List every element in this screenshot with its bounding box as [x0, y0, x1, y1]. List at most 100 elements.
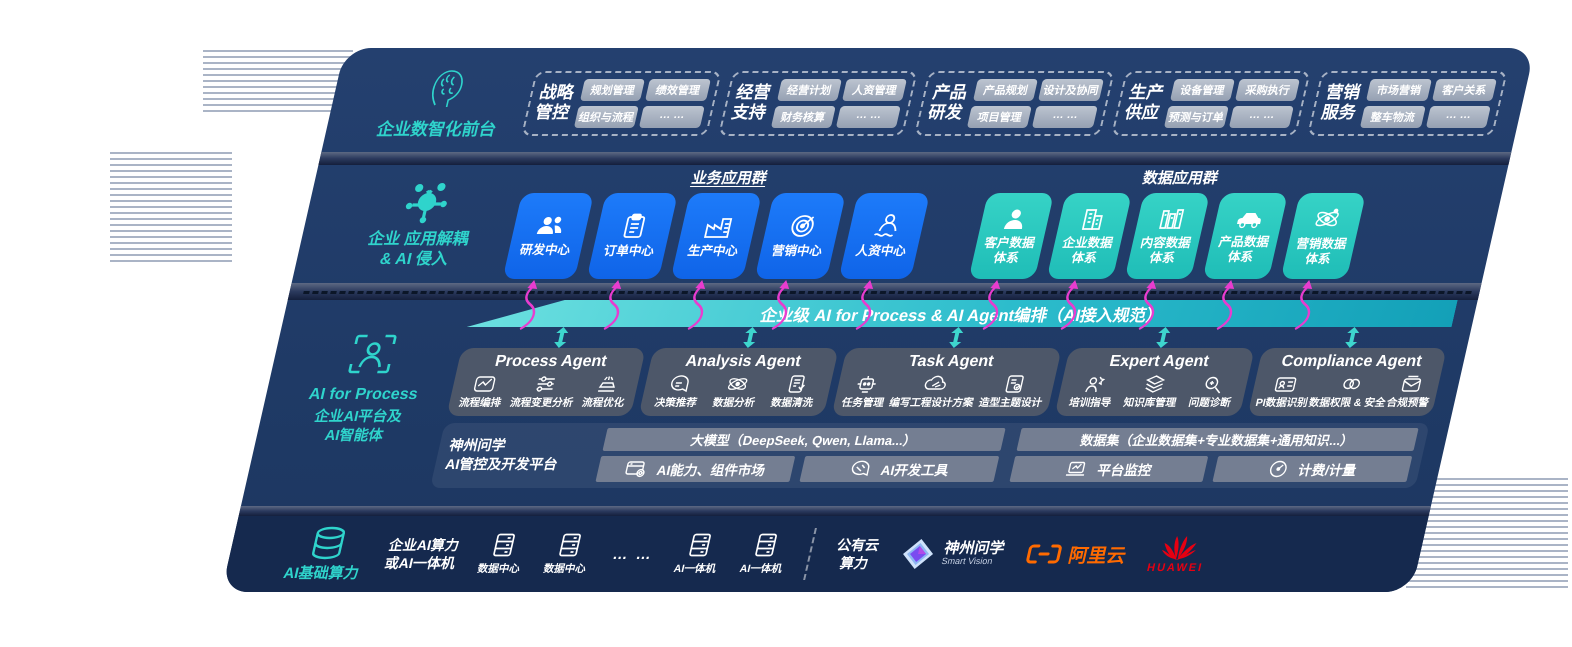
- person-frame-icon: [347, 334, 398, 374]
- agent-item-pi-recognition: PI数据识别: [1254, 374, 1314, 409]
- updown-arrow: [1255, 327, 1449, 348]
- updown-arrow: [1066, 327, 1260, 348]
- dashed-boundary-line: [303, 291, 1472, 294]
- chip: … …: [639, 105, 705, 128]
- model-group: 大模型（DeepSeek, Qwen, Llama...） AI能力、组件市场 …: [595, 428, 1006, 483]
- magenta-arrow: [683, 280, 716, 330]
- application-section: 企业 应用解耦 & AI 侵入 业务应用群 研发中心: [292, 165, 1509, 330]
- group-title: 营销 服务: [1319, 82, 1363, 122]
- group-chips: 市场营销 客户关系 整车物流 … …: [1360, 78, 1498, 128]
- id-card-icon: [1273, 374, 1300, 394]
- app-box-marketing-center: 营销中心: [754, 193, 847, 330]
- agent-item-flow-orchestration: 流程编排: [458, 374, 508, 409]
- agent-title: Expert Agent: [1107, 353, 1211, 370]
- magenta-arrow: [1212, 280, 1245, 330]
- group-production-supply: 生产 供应 设备管理 采购执行 预测与订单 … …: [1110, 70, 1312, 136]
- group-title: 产品 研发: [926, 82, 970, 122]
- agent-item-engineering-design: 编写工程设计方案: [888, 374, 980, 409]
- group-title: 战略 管控: [533, 82, 577, 122]
- node-datacenter-1: 数据中心: [476, 532, 528, 576]
- analysis-agent-box: Analysis Agent 决策推荐 数据分析 数据清洗: [638, 348, 839, 417]
- ai-platform-line2: 企业AI平台及 AI智能体: [312, 409, 404, 444]
- dataset-bar: 数据集（企业数据集+专业数据集+通用知识...）: [1015, 428, 1419, 452]
- enterprise-compute-text: 企业AI算力 或AI一体机: [383, 536, 461, 571]
- agent-item-task-management: 任务管理: [840, 374, 890, 409]
- billing-metering-cell: 计费/计量: [1212, 456, 1413, 483]
- node-ai-appliance-2: AI一体机: [738, 532, 790, 576]
- agent-items: 培训指导 知识库管理 问题诊断: [1061, 374, 1243, 409]
- group-operation: 经营 支持 经营计划 人资管理 财务核算 … …: [717, 70, 919, 136]
- teal-arrows-row: [464, 327, 1450, 348]
- magenta-arrow: [767, 280, 800, 330]
- agent-items: PI数据识别 数据权限 & 安全 合规预警: [1254, 374, 1436, 409]
- aliyun-wordmark: 阿里云: [1066, 545, 1129, 567]
- large-model-bar: 大模型（DeepSeek, Qwen, Llama...）: [602, 428, 1006, 452]
- business-group-header: 业务应用群: [689, 170, 769, 187]
- monitor-icon: [1064, 460, 1090, 478]
- front-office-section: 企业数智化前台 战略 管控 规划管理 绩效管理 组织与流程 … … 经营 支持 经营…: [321, 48, 1535, 152]
- agent-items: 任务管理 编写工程设计方案 造型主题设计: [838, 374, 1052, 409]
- chat-pencil-icon: [847, 460, 873, 478]
- agent-item-styling-design: 造型主题设计: [978, 374, 1049, 409]
- ai-platform-section: AI for Process 企业AI平台及 AI智能体 企业级 AI for P…: [241, 300, 1478, 506]
- agent-items: 决策推荐 数据分析 数据清洗: [645, 374, 827, 409]
- decor-stripes-top-left: [203, 50, 353, 116]
- agent-item-compliance-alert: 合规预警: [1385, 374, 1435, 409]
- app-box-label: 人资中心: [854, 244, 908, 258]
- chip: 规划管理: [580, 78, 646, 101]
- aliyun-bracket-icon: [1025, 543, 1064, 565]
- compute-section: AI基础算力 企业AI算力 或AI一体机 数据中心 数据中心 … … AI一体机: [221, 516, 1429, 592]
- chip: … …: [835, 105, 902, 128]
- sliders-icon: [533, 374, 560, 394]
- data-box-enterprise: 企业数据 体系: [1046, 193, 1133, 330]
- chip: 设备管理: [1169, 78, 1236, 101]
- doc-clean-icon: [783, 374, 810, 394]
- data-box-customer: 客户数据 体系: [968, 193, 1055, 330]
- server-icon: [554, 532, 586, 558]
- group-product-rd: 产品 研发 产品规划 设计及协同 项目管理 … …: [914, 70, 1115, 136]
- huawei-wordmark: HUAWEI: [1145, 561, 1205, 574]
- group-chips: 产品规划 设计及协同 项目管理 … …: [967, 78, 1104, 128]
- data-box-product: 产品数据 体系: [1202, 193, 1289, 330]
- magenta-arrow: [978, 280, 1011, 330]
- smartvision-logo: 神州问学 Smart Vision: [897, 537, 1007, 571]
- aliyun-logo: 阿里云: [1024, 541, 1129, 568]
- app-box-label: 订单中心: [602, 244, 656, 258]
- optimization-icon: [594, 374, 621, 394]
- chip: 经营计划: [776, 78, 842, 101]
- database-icon: [305, 526, 351, 560]
- link-shield-icon: [1338, 374, 1365, 394]
- decor-stripes-mid-left: [110, 152, 232, 264]
- capability-market-cell: AI能力、组件市场: [595, 456, 796, 483]
- chip: 项目管理: [967, 105, 1033, 128]
- app-decouple-label: 企业 应用解耦 & AI 侵入: [316, 167, 528, 283]
- data-box-label: 产品数据 体系: [1217, 234, 1271, 264]
- task-agent-box: Task Agent 任务管理 编写工程设计方案 造型主题设计: [831, 348, 1063, 417]
- model-group-cells: AI能力、组件市场 AI开发工具: [595, 456, 999, 483]
- agent-title: Task Agent: [907, 353, 996, 370]
- server-icon: [750, 532, 782, 558]
- chip: … …: [1032, 105, 1098, 128]
- data-box-content: 内容数据 体系: [1124, 193, 1211, 330]
- chip: 财务核算: [770, 105, 836, 128]
- team-icon: [533, 214, 568, 238]
- agent-boxes-row: Process Agent 流程编排 流程变更分析 流程优化: [446, 348, 1447, 417]
- group-chips: 设备管理 采购执行 预测与订单 … …: [1163, 78, 1301, 128]
- app-box-label: 营销中心: [770, 244, 824, 258]
- dev-tools-cell: AI开发工具: [799, 456, 999, 483]
- brain-icon: [421, 67, 471, 111]
- layers-icon: [1141, 374, 1168, 394]
- agent-item-decision: 决策推荐: [653, 374, 703, 409]
- business-app-boxes: 研发中心 订单中心: [502, 193, 931, 330]
- chip: 市场营销: [1366, 78, 1432, 101]
- group-strategy: 战略 管控 规划管理 绩效管理 组织与流程 … …: [521, 70, 722, 136]
- agent-items: 流程编排 流程变更分析 流程优化: [453, 374, 635, 409]
- clipboard-icon: [620, 213, 650, 239]
- robot-icon: [854, 374, 881, 394]
- compute-label: AI基础算力: [282, 526, 370, 583]
- chip: 设计及协同: [1038, 78, 1104, 101]
- hr-person-icon: [870, 213, 904, 239]
- main-panel: 企业数智化前台 战略 管控 规划管理 绩效管理 组织与流程 … … 经营 支持 经营…: [221, 48, 1535, 592]
- molecule-icon: [399, 180, 455, 224]
- agent-item-data-analysis: 数据分析: [711, 374, 761, 409]
